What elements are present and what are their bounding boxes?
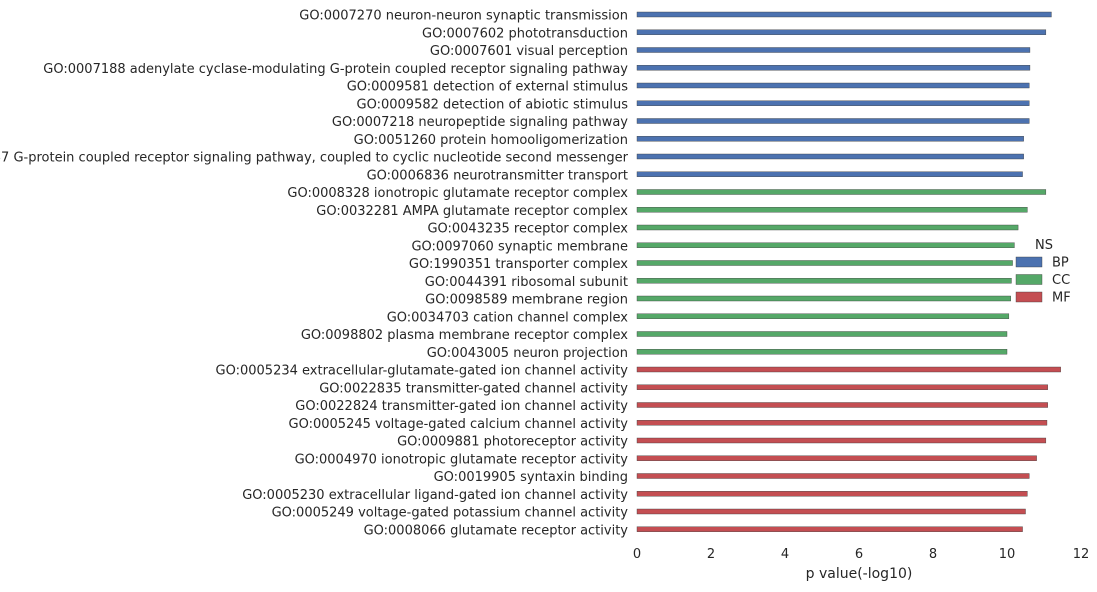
legend-label-cc: CC (1052, 273, 1070, 288)
category-label: GO:0006836 neurotransmitter transport (367, 168, 628, 183)
bars-layer (636, 11, 1061, 532)
bar-mf (636, 384, 1048, 390)
category-label: GO:0004970 ionotropic glutamate receptor… (295, 452, 629, 467)
x-tick-label: 6 (855, 547, 863, 562)
bar-bp (636, 136, 1024, 142)
x-tick-label: 0 (633, 547, 641, 562)
category-label: GO:0005249 voltage-gated potassium chann… (272, 506, 629, 521)
legend-swatch-cc (1015, 274, 1043, 285)
bar-bp (636, 153, 1024, 160)
bar-cc (636, 207, 1028, 213)
category-label: GO:0009881 photoreceptor activity (397, 435, 628, 450)
category-label: GO:0008066 glutamate receptor activity (364, 523, 629, 538)
bar-bp (636, 100, 1030, 106)
category-label: GO:0043005 neuron projection (427, 346, 628, 361)
legend-label-mf: MF (1052, 291, 1071, 306)
category-label: GO:0009582 detection of abiotic stimulus (357, 97, 629, 112)
bar-mf (636, 526, 1023, 532)
x-tick-label: 8 (929, 547, 937, 562)
bar-cc (636, 224, 1019, 231)
legend: NS BP CC MF (1015, 238, 1071, 306)
bar-mf (636, 455, 1037, 461)
bar-cc (636, 189, 1047, 195)
category-label: GO:0019905 syntaxin binding (434, 470, 628, 485)
category-label: GO:0051260 protein homooligomerization (354, 133, 628, 148)
category-labels: GO:0007270 neuron-neuron synaptic transm… (0, 9, 629, 539)
legend-swatch-bp (1015, 256, 1043, 268)
bar-bp (636, 29, 1047, 35)
category-label: GO:0007188 adenylate cyclase-modulating … (43, 62, 628, 77)
bar-mf (636, 508, 1026, 515)
bar-bp (636, 47, 1031, 53)
x-axis-title: p value(-log10) (806, 566, 913, 582)
x-axis-ticks: 0 2 4 6 8 10 12 (633, 547, 1089, 562)
category-label: GO:1990351 transporter complex (409, 257, 628, 272)
category-label: GO:0043235 receptor complex (427, 222, 628, 237)
bar-bp (636, 11, 1052, 18)
category-label: GO:0044391 ribosomal subunit (425, 275, 628, 290)
x-tick-label: 4 (781, 547, 789, 562)
bar-cc (636, 260, 1013, 266)
category-label: GO:0022835 transmitter-gated channel act… (319, 381, 628, 396)
category-label: GO:0009581 detection of external stimulu… (347, 80, 629, 95)
category-label: GO:0005234 extracellular-glutamate-gated… (216, 364, 629, 379)
x-tick-label: 2 (707, 547, 715, 562)
category-label: GO:0007187 G-protein coupled receptor si… (0, 151, 629, 166)
category-label: GO:0034703 cation channel complex (387, 310, 629, 325)
category-label: GO:0022824 transmitter-gated ion channel… (295, 399, 628, 414)
legend-title: NS (1035, 238, 1053, 253)
category-label: GO:0098589 membrane region (425, 293, 628, 308)
bar-cc (636, 349, 1008, 355)
category-label: GO:0007270 neuron-neuron synaptic transm… (299, 9, 628, 24)
category-label: GO:0007602 phototransduction (422, 26, 628, 41)
legend-swatch-mf (1015, 291, 1043, 303)
bar-bp (636, 118, 1030, 124)
bar-bp (636, 65, 1031, 71)
bar-cc (636, 242, 1015, 248)
category-label: GO:0007218 neuropeptide signaling pathwa… (332, 115, 628, 130)
bar-bp (636, 171, 1023, 177)
x-tick-label: 12 (1073, 547, 1090, 562)
category-label: GO:0008328 ionotropic glutamate receptor… (287, 186, 628, 201)
x-tick-label: 10 (999, 547, 1016, 562)
bar-cc (636, 278, 1012, 284)
bar-mf (636, 366, 1061, 373)
category-label: GO:0032281 AMPA glutamate receptor compl… (316, 204, 628, 219)
category-label: GO:0098802 plasma membrane receptor comp… (301, 328, 628, 343)
bar-mf (636, 437, 1047, 444)
legend-label-bp: BP (1052, 256, 1069, 271)
bar-mf (636, 420, 1048, 426)
category-label: GO:0005230 extracellular ligand-gated io… (242, 488, 628, 503)
bar-cc (636, 331, 1008, 337)
bar-mf (636, 402, 1048, 408)
bar-cc (636, 295, 1011, 302)
bar-bp (636, 82, 1030, 89)
bar-cc (636, 313, 1010, 319)
bar-mf (636, 473, 1030, 479)
category-label: GO:0005245 voltage-gated calcium channel… (289, 417, 629, 432)
bar-mf (636, 491, 1028, 497)
category-label: GO:0097060 synaptic membrane (411, 239, 628, 254)
category-label: GO:0007601 visual perception (430, 44, 628, 59)
